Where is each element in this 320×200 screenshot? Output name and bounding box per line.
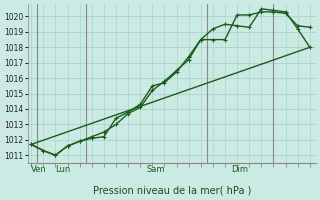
- Text: Lun: Lun: [55, 165, 71, 174]
- Text: Dim: Dim: [231, 165, 248, 174]
- X-axis label: Pression niveau de la mer( hPa ): Pression niveau de la mer( hPa ): [92, 186, 251, 196]
- Text: Ven: Ven: [31, 165, 47, 174]
- Text: Sam: Sam: [146, 165, 165, 174]
